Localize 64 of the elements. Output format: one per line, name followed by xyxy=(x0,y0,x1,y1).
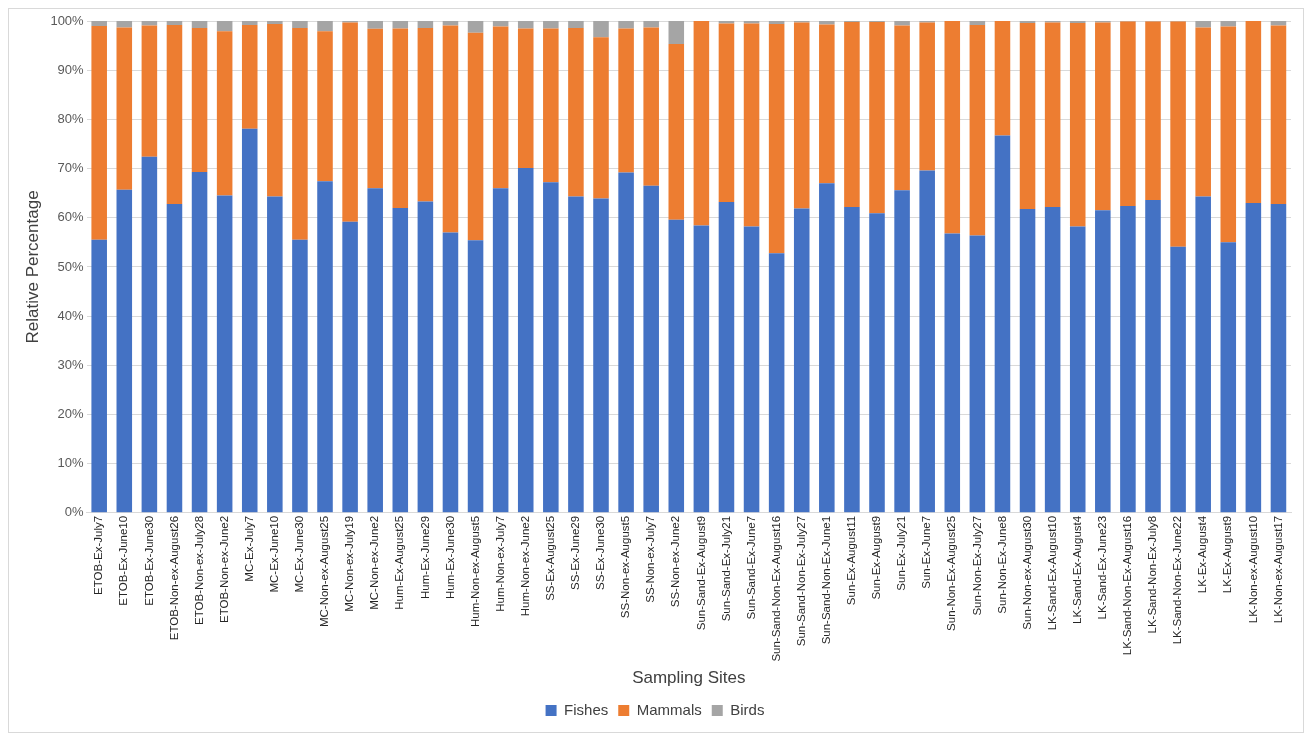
x-tick-label: MC-Ex-June30 xyxy=(293,515,306,593)
x-tick-label: Hum-Ex-June29 xyxy=(418,515,431,599)
y-axis-title: Relative Percentage xyxy=(22,190,42,344)
y-tick-label: 60% xyxy=(57,209,85,225)
x-tick-label: Sun-Sand-Ex-August9 xyxy=(694,515,707,631)
x-tick-label: ETOB-Non-ex-June2 xyxy=(217,515,230,624)
y-tick-label: 40% xyxy=(57,307,85,323)
x-tick-label: Sun-Non-Ex-July27 xyxy=(970,515,983,616)
x-tick-label: Sun-Non-Ex-August25 xyxy=(945,515,958,631)
x-tick-label: Hum-Non-ex-June2 xyxy=(518,515,531,617)
x-tick-label: LK-Non-ex-August10 xyxy=(1246,515,1259,624)
y-tick-label: 50% xyxy=(57,258,85,274)
x-tick-label: SS-Ex-August25 xyxy=(544,515,556,601)
y-tick-label: 90% xyxy=(57,61,85,77)
x-tick-label: Sun-Ex-July21 xyxy=(895,515,908,591)
x-tick-label: Sun-Sand-Ex-July21 xyxy=(719,515,732,622)
legend-label: Mammals xyxy=(636,700,702,718)
x-tick-label: Hum-Ex-August25 xyxy=(393,515,406,610)
y-tick-label: 30% xyxy=(57,356,85,372)
x-tick-label: Hum-Ex-June30 xyxy=(443,515,456,599)
x-tick-label: Hum-Non-ex-July7 xyxy=(493,515,506,612)
x-tick-label: LK-Sand-Non-Ex-July8 xyxy=(1146,515,1159,634)
x-tick-label: LK-Sand-Non-Ex-August16 xyxy=(1121,515,1134,656)
x-tick-label: Sun-Sand-Ex-June7 xyxy=(744,515,757,620)
x-tick-label: Hum-Non-ex-August5 xyxy=(468,515,481,628)
x-tick-label: MC-Ex-July7 xyxy=(242,515,255,582)
x-tick-label: LK-Sand-Ex-August10 xyxy=(1045,515,1058,631)
x-tick-label: Sun-Sand-Non-Ex-June1 xyxy=(819,515,832,645)
y-tick-label: 70% xyxy=(57,160,85,176)
x-tick-label: ETOB-Non-ex-July28 xyxy=(192,515,205,625)
x-axis-title: Sampling Sites xyxy=(632,668,746,688)
x-tick-label: ETOB-Ex-June30 xyxy=(142,515,155,606)
x-tick-label: SS-Non-ex-August5 xyxy=(619,515,632,619)
legend-label: Fishes xyxy=(564,700,609,718)
x-tick-label: LK-Ex-August9 xyxy=(1221,515,1234,594)
y-tick-label: 0% xyxy=(64,504,85,520)
x-tick-label: SS-Non-ex-July7 xyxy=(644,515,657,603)
y-tick-label: 100% xyxy=(50,12,85,28)
x-tick-label: LK-Non-ex-August17 xyxy=(1271,515,1284,624)
x-tick-label: Sun-Ex-August11 xyxy=(845,515,858,606)
x-tick-label: ETOB-Ex-June10 xyxy=(117,515,130,606)
y-tick-label: 80% xyxy=(57,110,85,126)
x-tick-label: Sun-Non-ex-August30 xyxy=(1020,515,1033,630)
x-tick-label: LK-Ex-August4 xyxy=(1196,515,1209,594)
x-tick-label: LK-Sand-Non-Ex-June22 xyxy=(1171,515,1184,645)
y-tick-label: 10% xyxy=(57,455,85,471)
x-tick-label: Sun-Sand-Non-Ex-July27 xyxy=(794,515,807,647)
x-tick-label: ETOB-Ex-July7 xyxy=(92,515,105,595)
y-tick-label: 20% xyxy=(57,406,85,422)
x-tick-label: SS-Ex-June29 xyxy=(569,515,582,591)
x-tick-label: Sun-Non-Ex-June8 xyxy=(995,515,1008,614)
x-tick-label: MC-Ex-June10 xyxy=(268,515,280,593)
legend-label: Birds xyxy=(730,700,765,718)
x-tick-label: Sun-Sand-Non-Ex-August16 xyxy=(769,515,782,662)
x-tick-label: ETOB-Non-ex-August26 xyxy=(167,515,180,641)
x-tick-label: LK-Sand-Ex-June23 xyxy=(1095,515,1108,620)
x-tick-label: MC-Non-ex-August25 xyxy=(318,515,331,628)
x-tick-label: SS-Ex-June30 xyxy=(594,515,607,591)
x-tick-label: Sun-Ex-August9 xyxy=(870,515,883,600)
x-tick-label: Sun-Ex-June7 xyxy=(920,515,933,589)
x-tick-label: MC-Non-ex-July19 xyxy=(343,515,356,612)
x-tick-label: LK-Sand-Ex-August4 xyxy=(1070,515,1083,624)
x-tick-label: SS-Non-ex-June2 xyxy=(669,515,682,608)
x-tick-label: MC-Non-ex-June2 xyxy=(368,515,381,610)
